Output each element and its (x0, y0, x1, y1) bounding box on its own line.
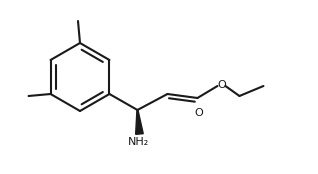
Text: O: O (194, 108, 203, 118)
Text: O: O (217, 80, 226, 90)
Text: NH₂: NH₂ (128, 137, 149, 147)
Polygon shape (136, 110, 143, 134)
